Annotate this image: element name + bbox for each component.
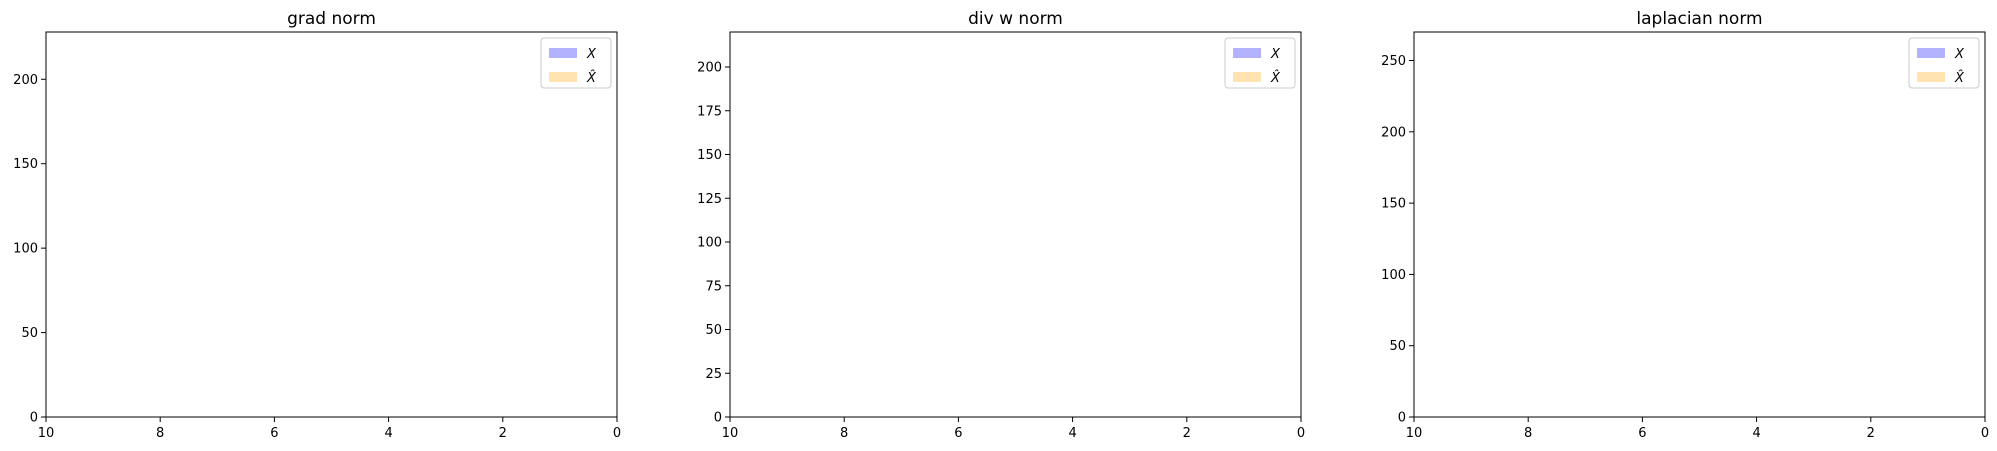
y-tick-label: 150 [13,157,38,172]
legend-label: X [1954,47,1965,62]
y-tick-label: 200 [697,61,722,76]
y-tick-label: 0 [1398,411,1406,426]
legend-swatch [1917,72,1945,82]
legend-swatch [549,48,577,58]
plot-area-frame [1413,31,1986,418]
y-tick-label: 75 [705,279,722,294]
chart-title: div w norm [968,9,1063,29]
x-tick-label: 4 [384,426,392,441]
x-tick-label: 6 [954,426,962,441]
x-tick-label: 10 [38,426,55,441]
y-tick-label: 0 [30,411,38,426]
y-tick-label: 200 [13,73,38,88]
y-tick-label: 125 [697,192,722,207]
y-tick-label: 100 [697,236,722,251]
y-tick-label: 50 [705,323,722,338]
x-tick-label: 0 [1981,426,1989,441]
x-tick-label: 2 [1867,426,1875,441]
y-tick-label: 100 [13,242,38,257]
legend-label: X̂ [586,71,597,86]
x-tick-label: 10 [722,426,739,441]
x-tick-label: 4 [1752,426,1760,441]
legend-label: X̂ [1270,71,1281,86]
plot-area-frame [729,31,1302,418]
x-tick-label: 0 [1297,426,1305,441]
legend-label: X̂ [1954,71,1965,86]
y-tick-label: 25 [705,367,722,382]
y-tick-label: 50 [1389,339,1406,354]
x-tick-label: 2 [499,426,507,441]
x-tick-label: 8 [156,426,164,441]
x-tick-label: 6 [1638,426,1646,441]
x-tick-label: 4 [1068,426,1076,441]
y-tick-label: 200 [1381,125,1406,140]
legend-swatch [1233,48,1261,58]
y-tick-label: 100 [1381,268,1406,283]
legend-box [540,37,612,89]
legend: X X̂ [1224,37,1296,89]
legend-swatch [549,72,577,82]
legend-swatch [1917,48,1945,58]
chart-title: laplacian norm [1636,9,1762,29]
x-tick-label: 2 [1183,426,1191,441]
y-tick-label: 150 [1381,197,1406,212]
x-tick-label: 8 [1524,426,1532,441]
y-tick-label: 250 [1381,54,1406,69]
y-tick-label: 150 [697,148,722,163]
legend-label: X [1270,47,1281,62]
x-tick-label: 6 [270,426,278,441]
legend-swatch [1233,72,1261,82]
y-tick-label: 0 [714,411,722,426]
legend: X X̂ [1908,37,1980,89]
y-tick-label: 50 [21,326,38,341]
plot-area-frame [45,31,618,418]
legend: X X̂ [540,37,612,89]
legend-box [1224,37,1296,89]
x-tick-label: 10 [1406,426,1423,441]
y-tick-label: 175 [697,104,722,119]
chart-title: grad norm [287,9,376,29]
legend-label: X [586,47,597,62]
legend-box [1908,37,1980,89]
x-tick-label: 0 [613,426,621,441]
x-tick-label: 8 [840,426,848,441]
